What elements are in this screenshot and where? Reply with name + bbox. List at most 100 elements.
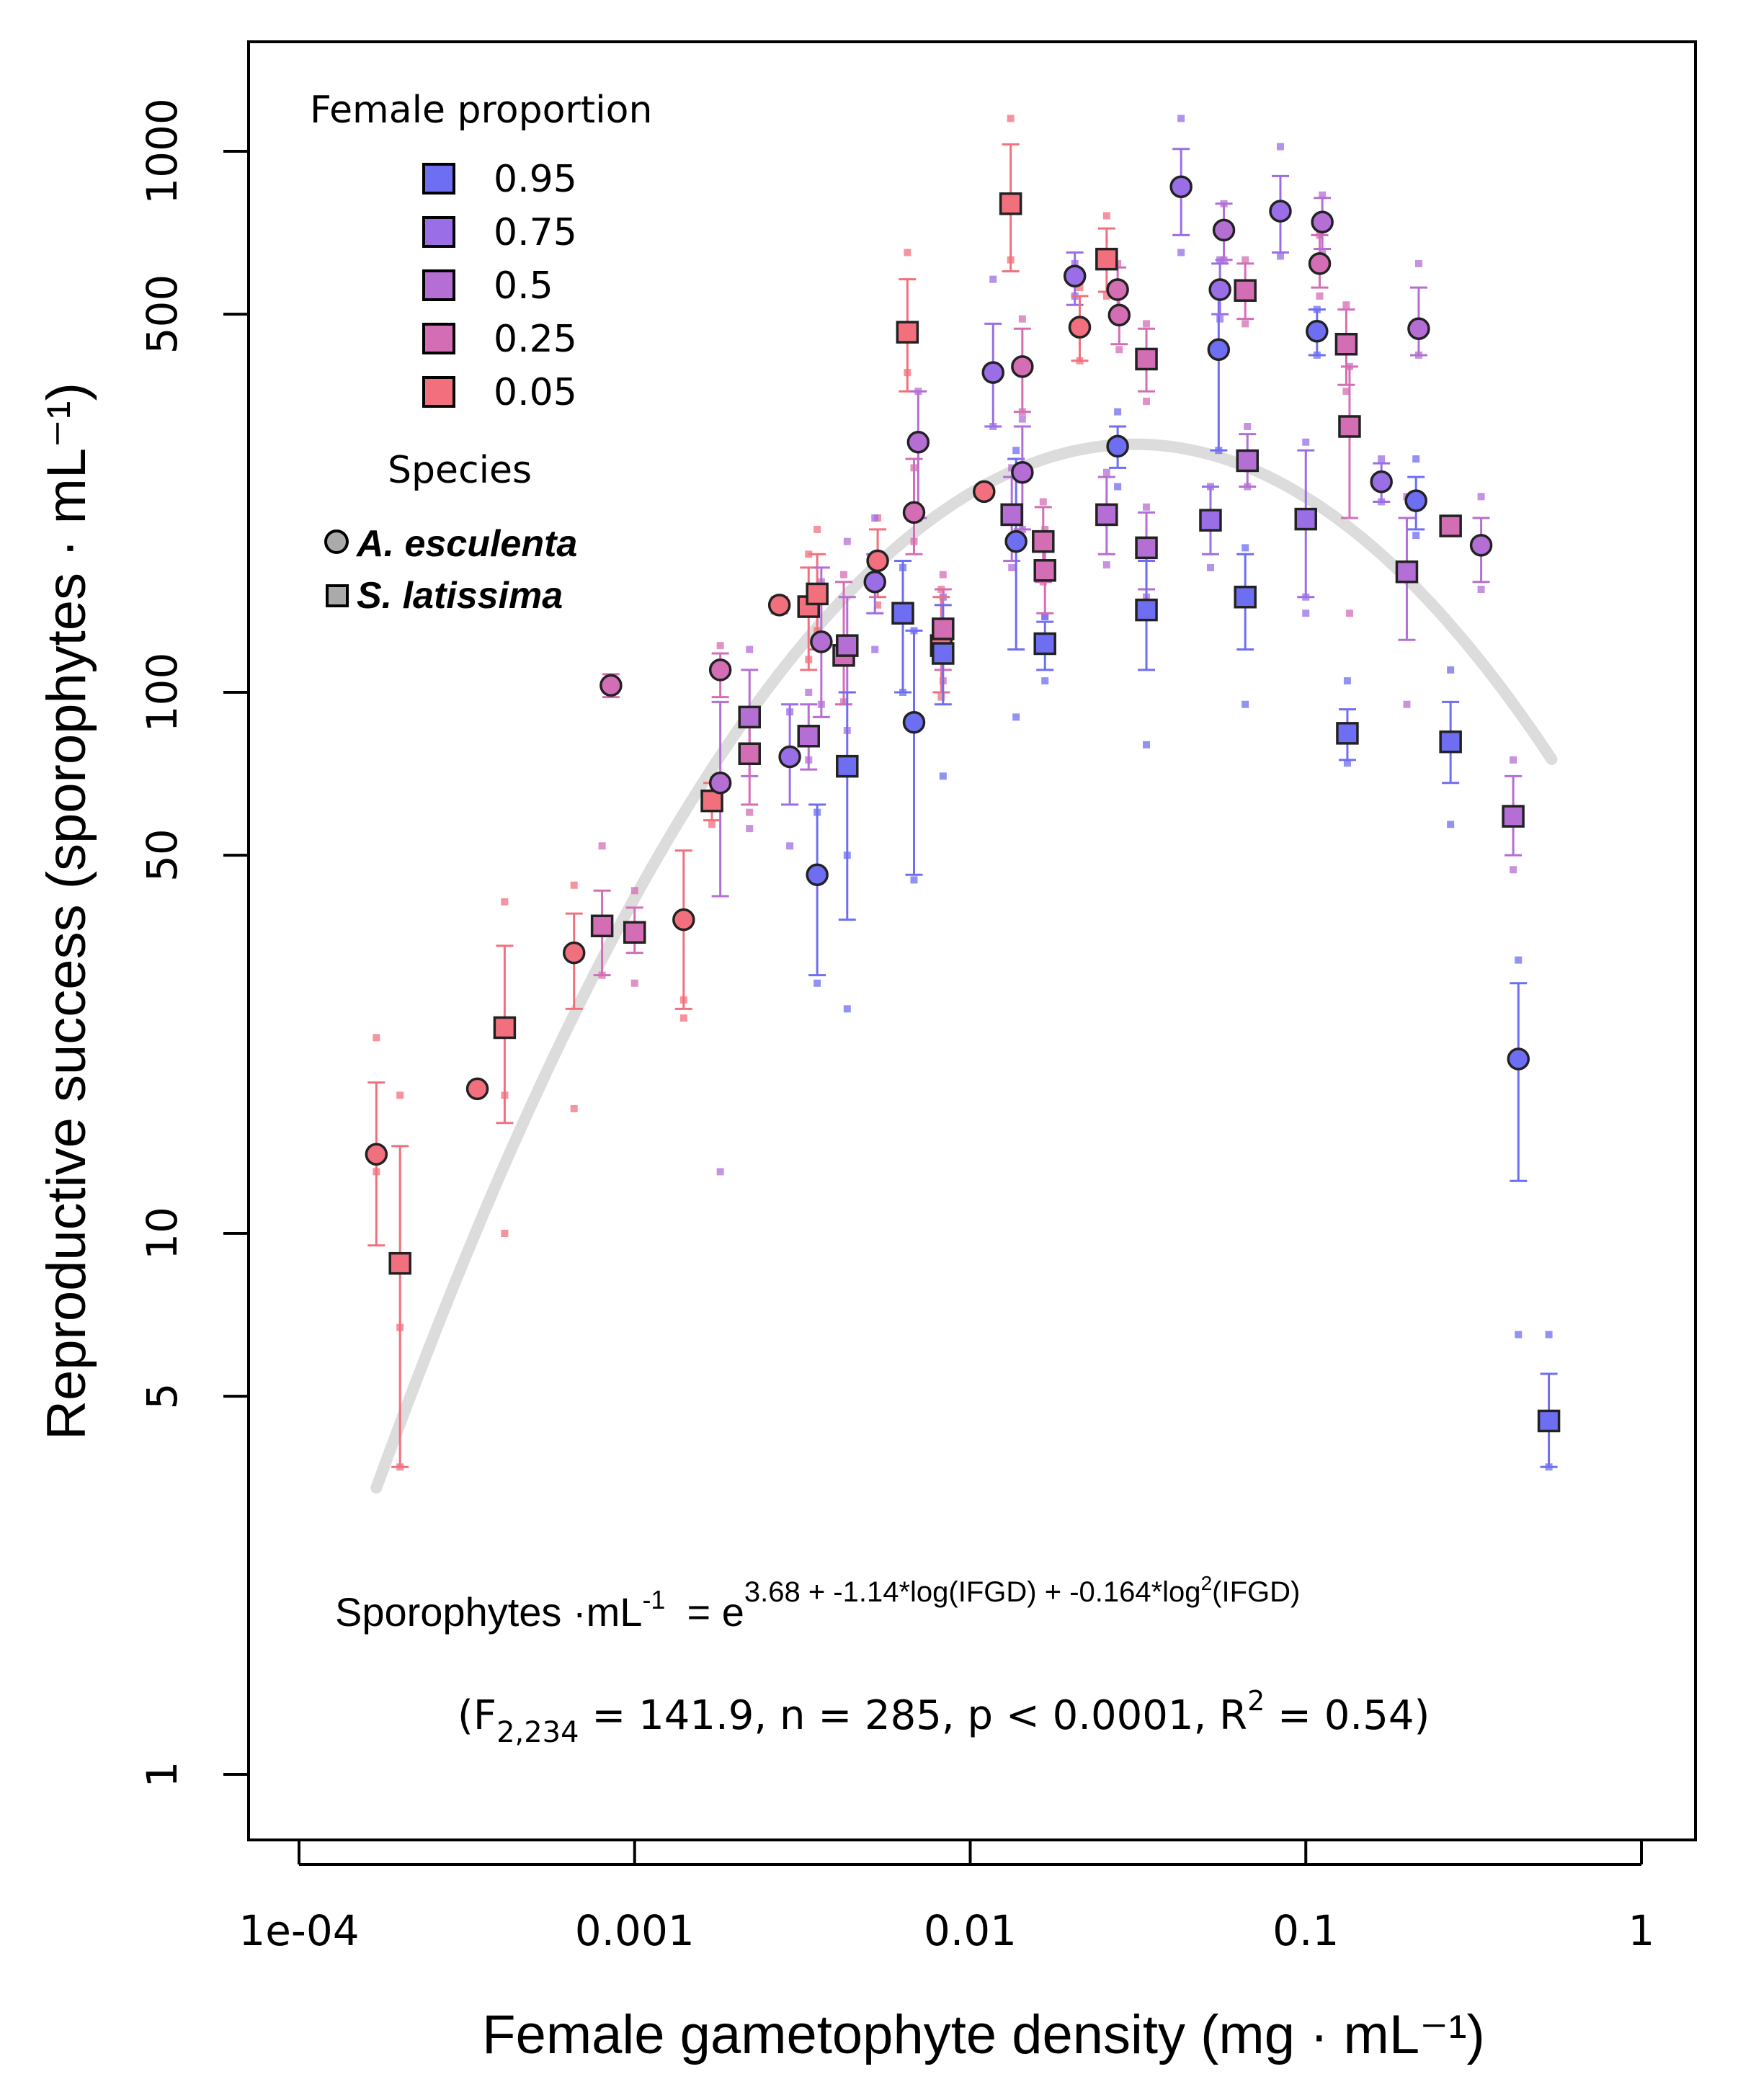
- equation: Sporophytes ·mL-1 = e3.68 + -1.14*log(IFG…: [335, 1572, 1300, 1635]
- replicate-point: [1477, 586, 1485, 594]
- replicate-point: [1510, 866, 1517, 874]
- replicate-point: [1244, 422, 1252, 430]
- x-axis: 1e-04 0.001 0.01 0.1 1: [239, 1840, 1654, 1955]
- point-square: [1338, 415, 1361, 438]
- point-circle: [708, 772, 732, 795]
- legend-title: Female proportion: [310, 89, 652, 132]
- replicate-point: [786, 842, 794, 850]
- equation-exponent-end: (IFGD): [1212, 1576, 1300, 1608]
- replicate-point: [805, 689, 813, 696]
- x-tick-label: 1e-04: [239, 1906, 359, 1955]
- legend-swatch: [422, 376, 455, 408]
- replicate-point: [1319, 249, 1327, 256]
- y-tick-label: 500: [138, 274, 187, 354]
- point-square: [1502, 805, 1525, 828]
- replicate-point: [1114, 408, 1122, 416]
- replicate-point: [1302, 438, 1310, 446]
- stats-a: (F: [458, 1692, 496, 1739]
- replicate-point: [1242, 320, 1249, 328]
- replicate-point: [679, 1014, 687, 1022]
- point-square: [1234, 279, 1257, 302]
- point-square: [932, 642, 955, 665]
- replicate-point: [1018, 315, 1026, 323]
- point-circle: [1011, 460, 1034, 484]
- point-square: [836, 634, 859, 657]
- y-tick-label: 5: [138, 1383, 187, 1410]
- replicate-point: [1102, 212, 1110, 220]
- legend-swatch: [422, 323, 455, 354]
- replicate-point: [1242, 700, 1249, 708]
- equation-exponent: 3.68 + -1.14*log(IFGD) + -0.164*log: [744, 1576, 1201, 1608]
- y-tick-label: 1000: [138, 98, 187, 205]
- legend-species-circle: A. esculenta: [355, 523, 577, 565]
- replicate-point: [746, 825, 754, 833]
- equation-lhs: Sporophytes ·mL: [335, 1589, 642, 1635]
- equation-eq: = e: [687, 1589, 744, 1635]
- replicate-point: [501, 1230, 509, 1237]
- point-circle: [1107, 303, 1131, 327]
- replicate-point: [1276, 252, 1284, 260]
- replicate-point: [1343, 677, 1351, 685]
- point-square: [1199, 509, 1222, 532]
- point-circle: [1469, 534, 1493, 557]
- replicate-point: [1041, 612, 1049, 620]
- point-circle: [1212, 218, 1236, 242]
- point-square: [738, 705, 761, 729]
- point-circle: [1507, 1047, 1530, 1071]
- replicate-point: [1018, 415, 1026, 423]
- point-square: [999, 192, 1022, 215]
- replicate-point: [746, 808, 754, 816]
- replicate-point: [1345, 609, 1353, 617]
- y-tick-label: 1: [138, 1761, 187, 1788]
- point-circle: [1370, 470, 1393, 493]
- replicate-point: [1316, 292, 1324, 300]
- point-square: [1537, 1409, 1561, 1433]
- replicate-point: [1447, 821, 1455, 828]
- replicate-point: [570, 1104, 578, 1112]
- replicate-point: [843, 537, 851, 545]
- replicate-point: [1076, 284, 1084, 292]
- replicate-point: [1206, 563, 1214, 571]
- replicate-point: [1510, 756, 1517, 764]
- replicate-point: [1447, 666, 1455, 674]
- replicate-point: [840, 571, 848, 578]
- stats-sup: 2: [1247, 1685, 1265, 1717]
- point-circle: [1308, 252, 1332, 275]
- legend-swatch: [422, 163, 455, 195]
- mean-points: [365, 175, 1561, 1433]
- point-circle: [1004, 530, 1027, 553]
- point-square: [1334, 333, 1358, 356]
- replicate-point: [1012, 713, 1020, 721]
- replicate-point: [1216, 315, 1224, 323]
- replicate-point: [1008, 563, 1016, 571]
- point-square: [1395, 560, 1419, 584]
- replicate-point: [1143, 398, 1151, 406]
- point-square: [806, 582, 829, 606]
- point-circle: [465, 1077, 489, 1101]
- replicate-point: [1102, 292, 1110, 300]
- replicate-point: [1039, 498, 1047, 506]
- replicate-point: [1403, 700, 1411, 708]
- legend-species-title: Species: [388, 449, 532, 492]
- point-square: [1095, 503, 1118, 527]
- replicate-point: [1412, 532, 1420, 540]
- replicate-point: [871, 645, 879, 653]
- replicate-point: [874, 601, 882, 609]
- y-axis-title: Reproductive success (sporophytes · mL⁻¹…: [36, 383, 97, 1440]
- replicate-point: [1008, 464, 1016, 472]
- y-tick-label: 10: [138, 1207, 187, 1260]
- replicate-point: [813, 979, 821, 987]
- point-square: [738, 742, 761, 765]
- replicate-point: [1515, 1331, 1523, 1339]
- point-square: [1336, 722, 1359, 745]
- replicate-point: [396, 1091, 404, 1099]
- point-circle: [1011, 355, 1034, 378]
- legend-swatch: [422, 216, 455, 248]
- legend-entries: 0.95 0.75 0.5 0.25 0.05: [422, 158, 577, 414]
- point-circle: [902, 710, 926, 734]
- replicate-point: [1242, 256, 1249, 264]
- replicate-point: [708, 821, 716, 828]
- point-circle: [1063, 264, 1087, 287]
- replicate-point: [871, 514, 879, 522]
